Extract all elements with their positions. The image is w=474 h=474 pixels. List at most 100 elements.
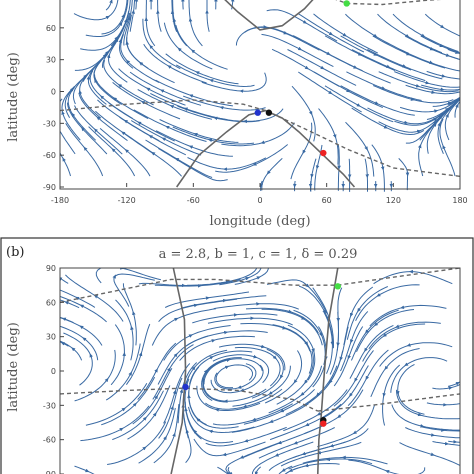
streamline bbox=[352, 404, 376, 435]
streamline bbox=[408, 269, 453, 285]
streamline bbox=[350, 331, 367, 361]
streamline bbox=[457, 100, 460, 106]
y-tick-label: -90 bbox=[43, 470, 56, 474]
streamline bbox=[79, 353, 93, 386]
streamline bbox=[157, 353, 178, 385]
streamline bbox=[382, 323, 426, 337]
streamline bbox=[137, 368, 158, 400]
streamline bbox=[123, 0, 128, 16]
streamline bbox=[242, 108, 284, 124]
streamline bbox=[406, 342, 453, 348]
streamline bbox=[442, 26, 460, 37]
streamline bbox=[383, 88, 422, 101]
streamline bbox=[274, 441, 314, 457]
streamline bbox=[244, 26, 288, 35]
streamline bbox=[243, 426, 287, 443]
streamline bbox=[239, 364, 264, 392]
streamline bbox=[305, 22, 338, 42]
streamline bbox=[385, 467, 426, 474]
streamline bbox=[158, 147, 190, 168]
streamline bbox=[431, 62, 460, 72]
streamline bbox=[341, 455, 388, 465]
streamline bbox=[370, 368, 386, 398]
streamline bbox=[169, 344, 194, 370]
streamline bbox=[112, 82, 143, 103]
streamline bbox=[156, 367, 173, 397]
streamline bbox=[447, 382, 460, 387]
streamline bbox=[225, 295, 267, 301]
streamline bbox=[85, 21, 123, 37]
streamline bbox=[258, 443, 296, 459]
streamline bbox=[195, 71, 239, 85]
streamline bbox=[227, 466, 234, 474]
streamline bbox=[158, 405, 174, 439]
streamline bbox=[165, 125, 207, 142]
streamline bbox=[112, 416, 147, 441]
streamline bbox=[322, 395, 351, 419]
streamline bbox=[111, 148, 136, 177]
streamline bbox=[420, 35, 444, 48]
streamline bbox=[336, 320, 339, 351]
streamline bbox=[133, 109, 168, 128]
nullcline-dashed bbox=[60, 268, 460, 304]
streamline bbox=[174, 404, 180, 435]
streamline bbox=[61, 110, 81, 141]
streamline bbox=[145, 139, 177, 160]
y-tick-label: -30 bbox=[43, 119, 56, 128]
streamline bbox=[252, 144, 289, 166]
streamline bbox=[225, 457, 242, 474]
streamline bbox=[214, 372, 240, 390]
streamline bbox=[439, 118, 444, 147]
streamline bbox=[226, 330, 268, 333]
streamline bbox=[196, 385, 217, 411]
streamline bbox=[201, 369, 213, 402]
streamline bbox=[427, 82, 460, 88]
streamline bbox=[444, 113, 450, 141]
streamline bbox=[60, 130, 76, 155]
streamline bbox=[206, 357, 242, 372]
y-tick-label: 60 bbox=[46, 24, 56, 33]
streamline bbox=[285, 394, 318, 416]
streamline bbox=[191, 49, 228, 70]
streamline bbox=[298, 71, 333, 95]
streamline bbox=[183, 95, 222, 108]
x-tick-label: -60 bbox=[187, 196, 200, 205]
panel-a-y-ticks: -90 -60 -30 0 30 60 90 bbox=[43, 0, 64, 192]
streamline bbox=[347, 326, 364, 360]
streamline bbox=[433, 434, 460, 439]
streamline bbox=[261, 308, 306, 320]
streamline bbox=[450, 383, 460, 389]
streamline bbox=[340, 35, 378, 56]
streamline bbox=[185, 429, 192, 464]
streamline bbox=[324, 35, 363, 56]
streamline bbox=[384, 348, 420, 371]
streamline bbox=[205, 440, 246, 447]
streamline bbox=[89, 70, 102, 97]
streamline bbox=[351, 49, 391, 68]
streamline bbox=[433, 91, 460, 95]
streamline bbox=[347, 158, 352, 179]
streamline bbox=[325, 457, 373, 465]
streamline bbox=[254, 466, 262, 474]
streamline bbox=[266, 279, 310, 288]
nullcline-dashed bbox=[60, 99, 266, 112]
streamline bbox=[132, 310, 137, 346]
streamline bbox=[65, 274, 96, 297]
nullcline-solid bbox=[170, 268, 187, 474]
streamline bbox=[337, 167, 340, 191]
streamline bbox=[399, 442, 435, 456]
streamline bbox=[219, 105, 266, 111]
streamline bbox=[333, 357, 349, 387]
streamline bbox=[348, 459, 387, 472]
streamline bbox=[78, 92, 99, 118]
streamline bbox=[212, 419, 254, 426]
streamline bbox=[213, 302, 261, 310]
fixed-point bbox=[182, 383, 189, 391]
streamline bbox=[337, 389, 364, 419]
streamline bbox=[376, 284, 420, 297]
streamline bbox=[137, 121, 175, 142]
streamline bbox=[93, 53, 107, 81]
streamline bbox=[60, 325, 84, 339]
y-tick-label: 90 bbox=[46, 264, 56, 273]
streamline bbox=[349, 365, 369, 398]
